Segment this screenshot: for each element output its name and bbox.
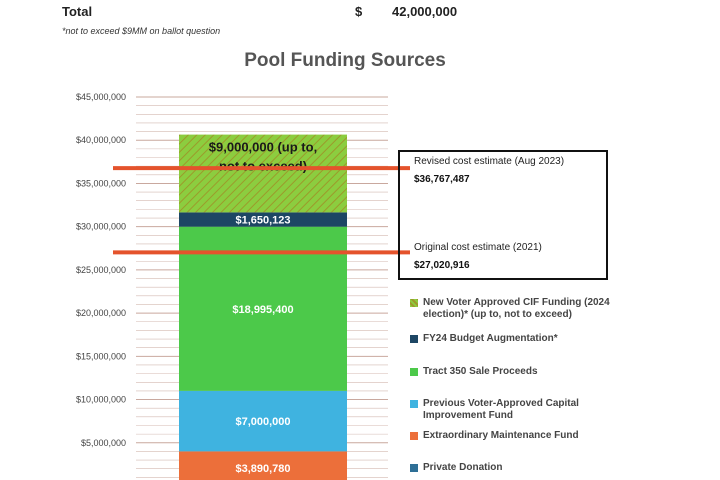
revised-estimate-value: $36,767,487 <box>414 174 470 185</box>
y-tick-label: $35,000,000 <box>76 178 126 188</box>
legend-item-fy24: FY24 Budget Augmentation* <box>410 333 558 345</box>
bar-segment <box>179 390 347 452</box>
legend-item-new-cif: New Voter Approved CIF Funding (2024 ele… <box>410 297 640 321</box>
legend-label: Private Donation <box>423 462 503 473</box>
legend-swatch <box>410 368 418 376</box>
legend-swatch <box>410 335 418 343</box>
bar-segment <box>179 451 347 480</box>
ballot-footnote: *not to exceed $9MM on ballot question <box>62 26 221 36</box>
legend-item-tract-350: Tract 350 Sale Proceeds <box>410 366 538 378</box>
legend-label: New Voter Approved CIF Funding (2024 ele… <box>423 297 610 320</box>
y-tick-label: $30,000,000 <box>76 222 126 232</box>
legend-label: Extraordinary Maintenance Fund <box>423 430 579 441</box>
data-label: $1,650,123 <box>235 215 290 227</box>
legend-label: FY24 Budget Augmentation* <box>423 333 558 344</box>
legend-item-capital-improvement: Previous Voter-Approved Capital Improvem… <box>410 398 640 422</box>
y-tick-label: $40,000,000 <box>76 135 126 145</box>
total-label: Total <box>62 4 93 19</box>
bar-segment <box>179 134 347 213</box>
data-label: not to exceed) <box>219 159 307 174</box>
data-label: $18,995,400 <box>232 304 293 316</box>
data-label: $9,000,000 (up to, <box>209 140 317 155</box>
total-amount: 42,000,000 <box>392 4 458 19</box>
y-tick-label: $45,000,000 <box>76 92 126 102</box>
data-label: $7,000,000 <box>235 416 290 428</box>
revised-estimate-label: Revised cost estimate (Aug 2023) <box>414 156 565 167</box>
data-label: $3,890,780 <box>235 463 290 475</box>
y-tick-label: $5,000,000 <box>81 438 126 448</box>
total-currency: $ <box>355 4 363 19</box>
legend-swatch <box>410 400 418 408</box>
legend-item-maintenance-fund: Extraordinary Maintenance Fund <box>410 430 579 442</box>
legend-swatch <box>410 432 418 440</box>
chart-title: Pool Funding Sources <box>244 50 446 71</box>
legend-item-private-donation: Private Donation <box>410 462 502 474</box>
bar-segment <box>179 212 347 227</box>
y-tick-label: $15,000,000 <box>76 351 126 361</box>
legend-swatch <box>410 299 418 307</box>
original-estimate-label: Original cost estimate (2021) <box>414 242 542 253</box>
legend-label: Tract 350 Sale Proceeds <box>423 366 538 377</box>
original-estimate-value: $27,020,916 <box>414 260 470 271</box>
cost-estimate-callout: Revised cost estimate (Aug 2023) $36,767… <box>398 150 608 280</box>
y-tick-label: $10,000,000 <box>76 395 126 405</box>
y-tick-label: $20,000,000 <box>76 308 126 318</box>
legend-label: Previous Voter-Approved Capital Improvem… <box>423 398 579 421</box>
y-tick-label: $25,000,000 <box>76 265 126 275</box>
legend-swatch <box>410 464 418 472</box>
